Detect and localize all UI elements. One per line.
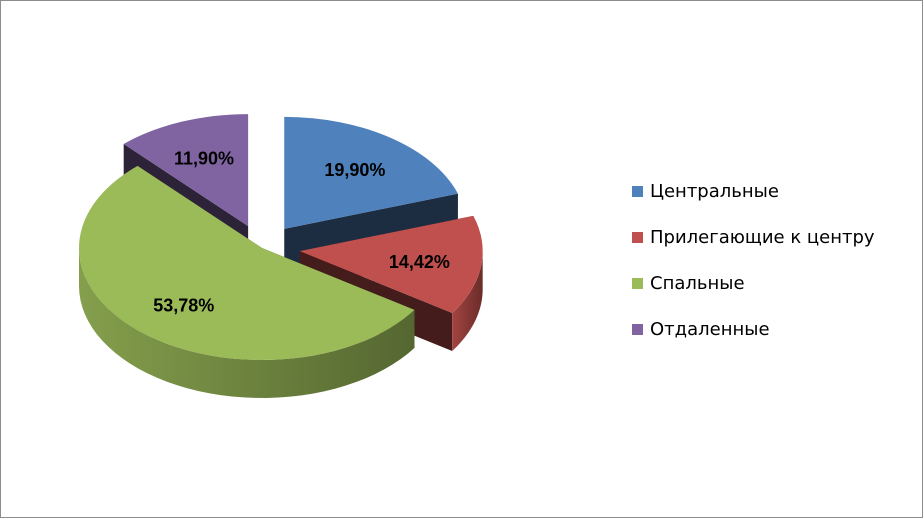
data-label-adjacent: 14,42%	[389, 252, 450, 272]
slice-remote	[123, 114, 249, 227]
legend-swatch	[632, 232, 643, 243]
legend-label: Центральные	[650, 181, 779, 202]
legend-label: Прилегающие к центру	[650, 227, 875, 248]
data-label-remote: 11,90%	[174, 148, 234, 168]
pie-labels: 19,90% 14,42% 53,78% 11,90%	[153, 148, 450, 315]
slice-central	[284, 116, 458, 229]
legend-label: Спальные	[650, 273, 745, 294]
legend-swatch	[632, 278, 643, 289]
legend-item-central: Центральные	[632, 180, 875, 203]
slice-residential	[79, 165, 415, 360]
legend-label: Отдаленные	[650, 319, 770, 340]
legend-item-residential: Спальные	[632, 272, 875, 295]
legend-swatch	[632, 324, 643, 335]
legend: Центральные Прилегающие к центру Спальны…	[632, 180, 875, 364]
slice-wall-adjacent	[452, 251, 483, 352]
pie-tops	[79, 114, 483, 360]
slice-adjacent	[299, 215, 483, 314]
legend-swatch	[632, 186, 643, 197]
legend-item-adjacent: Прилегающие к центру	[632, 226, 875, 249]
slice-wall-residential	[79, 248, 415, 398]
data-label-central: 19,90%	[324, 160, 385, 180]
data-label-residential: 53,78%	[153, 295, 214, 315]
legend-item-remote: Отдаленные	[632, 318, 875, 341]
